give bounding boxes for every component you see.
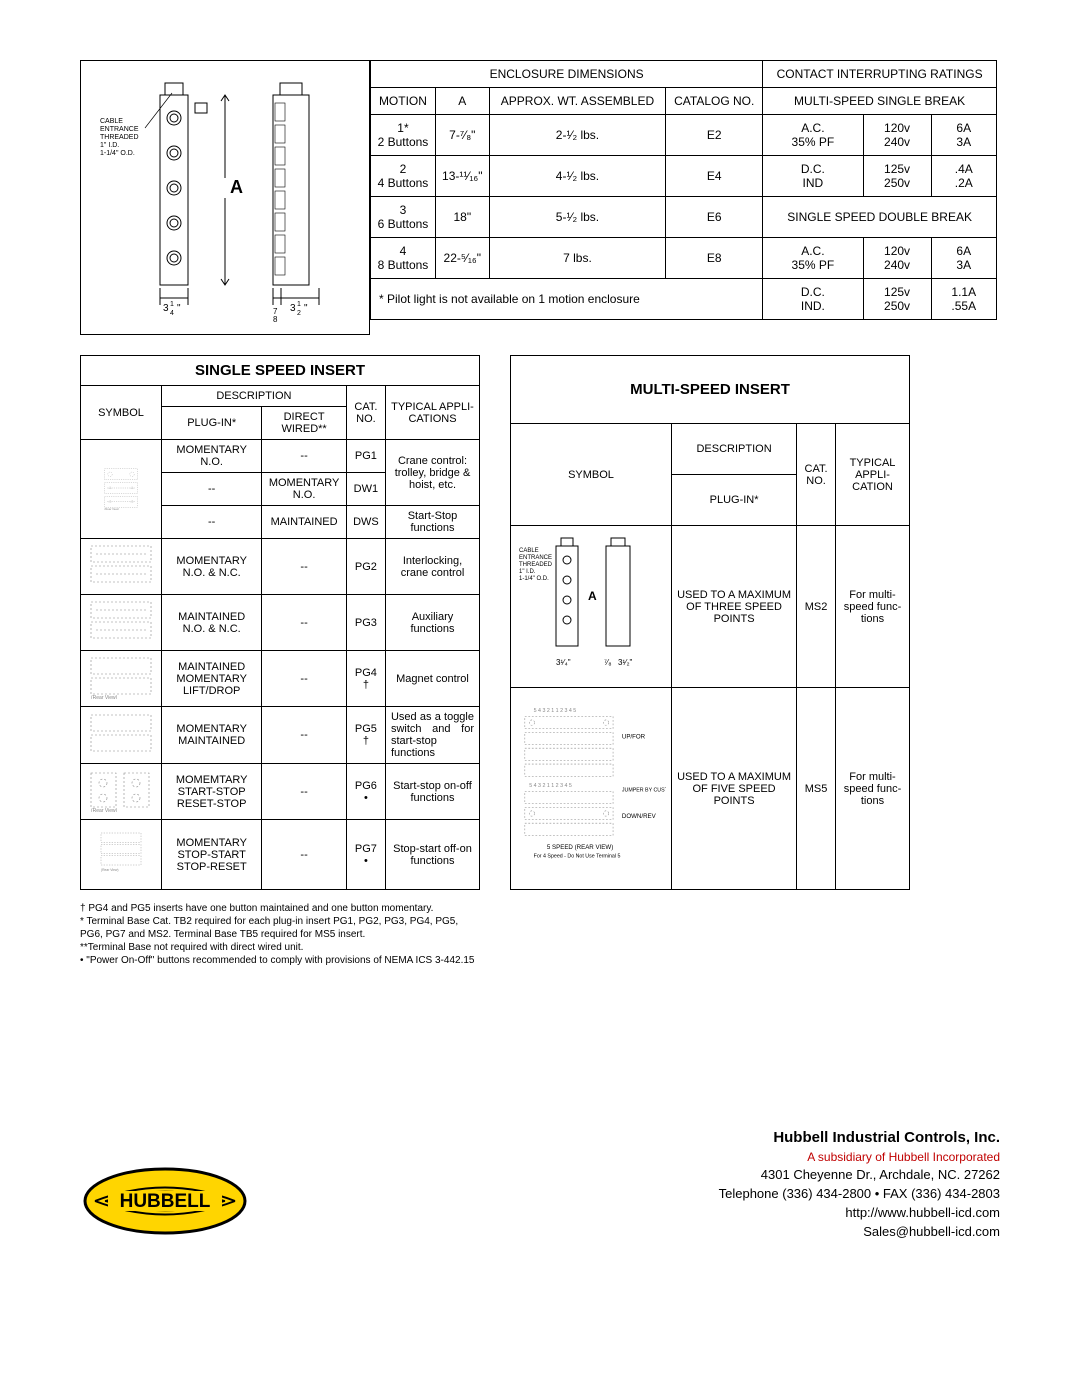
page-footer: HUBBELL Hubbell Industrial Controls, Inc…: [80, 1127, 1000, 1242]
svg-text:ENTRANCE: ENTRANCE: [519, 555, 552, 561]
col-description: DESCRIPTION: [162, 386, 347, 407]
col-cat: CAT. NO.: [346, 386, 385, 440]
svg-text:1" I.D.: 1" I.D.: [519, 569, 536, 575]
insert-tables-section: SINGLE SPEED INSERT SYMBOL DESCRIPTION C…: [80, 355, 1000, 890]
svg-text:THREADED: THREADED: [100, 134, 139, 141]
svg-text:3¹⁄₄": 3¹⁄₄": [556, 658, 571, 667]
company-email: Sales@hubbell-icd.com: [719, 1223, 1000, 1242]
svg-text:⁷⁄₈: ⁷⁄₈: [604, 658, 612, 667]
svg-text:CABLE: CABLE: [519, 548, 539, 554]
svg-text:For 4 Speed - Do Not Use Termi: For 4 Speed - Do Not Use Terminal 5: [534, 854, 621, 860]
col-a: A: [435, 88, 489, 115]
top-section: CABLE ENTRANCE THREADED 1" I.D. 1-1/4" O…: [80, 60, 1000, 335]
col-plugin: PLUG-IN*: [162, 407, 262, 440]
enclosure-table: ENCLOSURE DIMENSIONS CONTACT INTERRUPTIN…: [370, 60, 997, 320]
ratings-ms-header: MULTI-SPEED SINGLE BREAK: [763, 88, 997, 115]
insert-row: (Rear View) MOMENTARY N.O.-- PG1Crane co…: [81, 440, 480, 473]
enclosure-row: 36 Buttons 18" 5-¹⁄₂ lbs. E6 SINGLE SPEE…: [371, 197, 997, 238]
company-info: Hubbell Industrial Controls, Inc. A subs…: [719, 1127, 1000, 1242]
svg-text:1-1/4" O.D.: 1-1/4" O.D.: [519, 576, 549, 582]
enclosure-row: 48 Buttons 22-⁵⁄₁₆" 7 lbs. E8 A.C.35% PF…: [371, 238, 997, 279]
svg-text:1: 1: [170, 301, 174, 308]
ms5-diagram: 5 4 3 2 1 1 2 3 4 5 UP/FOR 5 4 3 2 1 1 2…: [511, 688, 672, 890]
svg-text:A: A: [230, 177, 243, 197]
svg-text:3: 3: [290, 303, 296, 314]
svg-text:A: A: [588, 589, 597, 603]
enclosure-diagram: CABLE ENTRANCE THREADED 1" I.D. 1-1/4" O…: [80, 60, 370, 335]
svg-text:1: 1: [297, 301, 301, 308]
col-direct: DIRECT WIRED**: [262, 407, 346, 440]
company-name: Hubbell Industrial Controls, Inc.: [719, 1127, 1000, 1149]
col-cat: CAT. NO.: [797, 424, 836, 526]
company-address: 4301 Cheyenne Dr., Archdale, NC. 27262: [719, 1166, 1000, 1185]
insert-row: (Rear View) MAINTAINED MOMENTARY LIFT/DR…: [81, 651, 480, 707]
svg-text:5 SPEED (REAR VIEW): 5 SPEED (REAR VIEW): [547, 844, 613, 851]
hubbell-logo: HUBBELL: [80, 1164, 250, 1242]
cable-label: CABLE: [100, 118, 123, 125]
svg-text:2: 2: [297, 310, 301, 317]
symbol-schematic: (Rear View): [81, 651, 162, 707]
company-subsidiary: A subsidiary of Hubbell Incorporated: [719, 1149, 1000, 1166]
col-app: TYPICAL APPLI-CATION: [836, 424, 910, 526]
symbol-schematic: [81, 595, 162, 651]
symbol-schematic: (Rear View): [81, 764, 162, 820]
col-catalog: CATALOG NO.: [666, 88, 763, 115]
svg-text:3¹⁄₂": 3¹⁄₂": [618, 658, 633, 667]
svg-text:(Rear View): (Rear View): [91, 695, 118, 699]
contact-ratings-header: CONTACT INTERRUPTING RATINGS: [763, 61, 997, 88]
single-title: SINGLE SPEED INSERT: [81, 356, 480, 386]
insert-row: MOMENTARY MAINTAINED-- PG5 †Used as a to…: [81, 707, 480, 764]
enclosure-row: 24 Buttons 13-¹¹⁄₁₆" 4-¹⁄₂ lbs. E4 D.C.I…: [371, 156, 997, 197]
company-tel: Telephone (336) 434-2800 • FAX (336) 434…: [719, 1185, 1000, 1204]
multi-title: MULTI-SPEED INSERT: [511, 356, 910, 424]
svg-text:": ": [177, 303, 181, 314]
svg-text:5 4 3 2 1 1 2 3 4 5: 5 4 3 2 1 1 2 3 4 5: [529, 783, 572, 789]
svg-text:(Rear View): (Rear View): [105, 507, 120, 510]
single-speed-header: SINGLE SPEED DOUBLE BREAK: [763, 197, 997, 238]
enclosure-row: 1*2 Buttons 7-⁷⁄₈" 2-¹⁄₂ lbs. E2 A.C.35%…: [371, 115, 997, 156]
svg-text:HUBBELL: HUBBELL: [120, 1191, 211, 1212]
col-symbol: SYMBOL: [81, 386, 162, 440]
symbol-schematic: [81, 539, 162, 595]
single-speed-table: SINGLE SPEED INSERT SYMBOL DESCRIPTION C…: [80, 355, 480, 890]
col-motion: MOTION: [371, 88, 436, 115]
svg-text:1" I.D.: 1" I.D.: [100, 142, 119, 149]
symbol-schematic: (Rear View): [81, 820, 162, 890]
svg-text:8: 8: [273, 315, 278, 323]
svg-text:DOWN/REV: DOWN/REV: [622, 813, 657, 820]
svg-text:3: 3: [163, 303, 169, 314]
col-symbol: SYMBOL: [511, 424, 672, 526]
svg-text:": ": [304, 303, 308, 314]
ms2-diagram: CABLE ENTRANCE THREADED 1" I.D. 1-1/4" O…: [511, 526, 672, 688]
svg-text:JUMPER BY CUSTOMER: JUMPER BY CUSTOMER: [622, 787, 666, 793]
insert-row: MAINTAINED N.O. & N.C.-- PG3Auxiliary fu…: [81, 595, 480, 651]
insert-row: 5 4 3 2 1 1 2 3 4 5 UP/FOR 5 4 3 2 1 1 2…: [511, 688, 910, 890]
multi-speed-table: MULTI-SPEED INSERT SYMBOL DESCRIPTION CA…: [510, 355, 910, 890]
svg-text:(Rear View): (Rear View): [91, 808, 118, 812]
svg-text:(Rear View): (Rear View): [101, 868, 119, 872]
col-plugin: PLUG-IN*: [672, 475, 797, 526]
insert-row: (Rear View) MOMEMTARY START-STOP RESET-S…: [81, 764, 480, 820]
svg-text:UP/FOR: UP/FOR: [622, 733, 646, 740]
symbol-schematic: [81, 707, 162, 764]
col-description: DESCRIPTION: [672, 424, 797, 475]
insert-row: CABLE ENTRANCE THREADED 1" I.D. 1-1/4" O…: [511, 526, 910, 688]
symbol-schematic: (Rear View): [81, 440, 162, 539]
enclosure-dim-header: ENCLOSURE DIMENSIONS: [371, 61, 763, 88]
insert-row: MOMENTARY N.O. & N.C.-- PG2Interlocking,…: [81, 539, 480, 595]
col-wt: APPROX. WT. ASSEMBLED: [489, 88, 666, 115]
svg-text:1-1/4" O.D.: 1-1/4" O.D.: [100, 150, 135, 157]
insert-row: (Rear View) MOMENTARY STOP-START STOP-RE…: [81, 820, 480, 890]
svg-text:5 4 3 2 1 1 2 3 4 5: 5 4 3 2 1 1 2 3 4 5: [534, 708, 577, 714]
company-web: http://www.hubbell-icd.com: [719, 1204, 1000, 1223]
svg-text:4: 4: [170, 310, 174, 317]
footnotes: † PG4 and PG5 inserts have one button ma…: [80, 902, 1000, 967]
enclosure-note-row: * Pilot light is not available on 1 moti…: [371, 279, 997, 320]
svg-text:THREADED: THREADED: [519, 562, 553, 568]
svg-text:ENTRANCE: ENTRANCE: [100, 126, 139, 133]
col-app: TYPICAL APPLI-CATIONS: [385, 386, 479, 440]
